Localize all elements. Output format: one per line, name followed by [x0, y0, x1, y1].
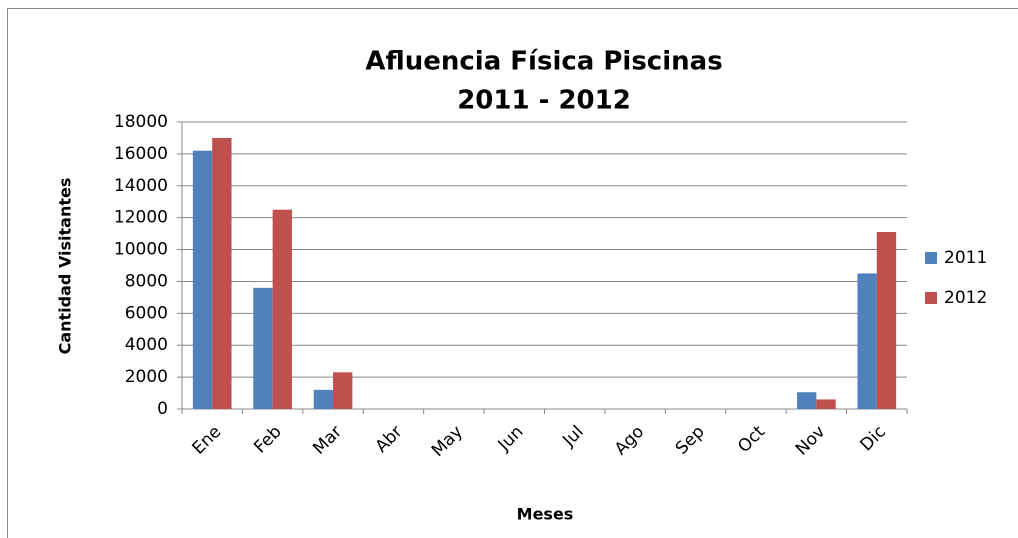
bar	[272, 209, 292, 409]
x-tick-label: Oct	[734, 422, 769, 457]
x-tick-label: Ago	[611, 422, 648, 459]
bar	[313, 389, 334, 409]
y-tick-label: 14000	[114, 176, 168, 196]
bar	[253, 287, 273, 409]
y-tick-label: 2000	[125, 367, 168, 387]
y-tick-label: 18000	[114, 112, 168, 132]
x-tick-label: Ene	[189, 422, 226, 459]
y-tick-label: 16000	[114, 144, 168, 164]
y-tick-label: 12000	[114, 208, 168, 228]
x-tick-label: Abr	[372, 422, 407, 457]
bar	[816, 399, 836, 409]
y-tick-label: 4000	[125, 335, 168, 355]
bar	[192, 150, 213, 409]
x-tick-label: Dic	[857, 422, 890, 455]
chart-border	[7, 8, 1018, 538]
x-tick-label: Jun	[494, 422, 528, 456]
x-tick-label: Mar	[309, 422, 346, 459]
legend-label: 2012	[944, 288, 987, 308]
y-tick-label: 0	[157, 399, 168, 419]
x-tick-label: Nov	[792, 422, 830, 460]
bar	[333, 372, 353, 409]
legend-swatch	[925, 252, 937, 264]
x-tick-label: Jul	[558, 422, 587, 451]
x-tick-label: May	[428, 422, 467, 461]
y-axis-title: Cantidad Visitantes	[56, 178, 75, 355]
chart-title: 2011 - 2012	[457, 86, 631, 116]
y-tick-label: 10000	[114, 240, 168, 260]
x-axis-title: Meses	[517, 505, 574, 524]
bar	[857, 273, 877, 409]
bar	[212, 137, 232, 409]
bar	[797, 392, 817, 409]
y-tick-label: 8000	[125, 271, 168, 291]
bar	[876, 232, 897, 409]
y-tick-label: 6000	[125, 303, 168, 323]
legend-label: 2011	[944, 248, 987, 268]
chart-title: Afluencia Física Piscinas	[365, 47, 722, 77]
x-tick-label: Feb	[250, 422, 285, 457]
x-tick-label: Sep	[672, 422, 709, 459]
legend-swatch	[925, 292, 937, 304]
